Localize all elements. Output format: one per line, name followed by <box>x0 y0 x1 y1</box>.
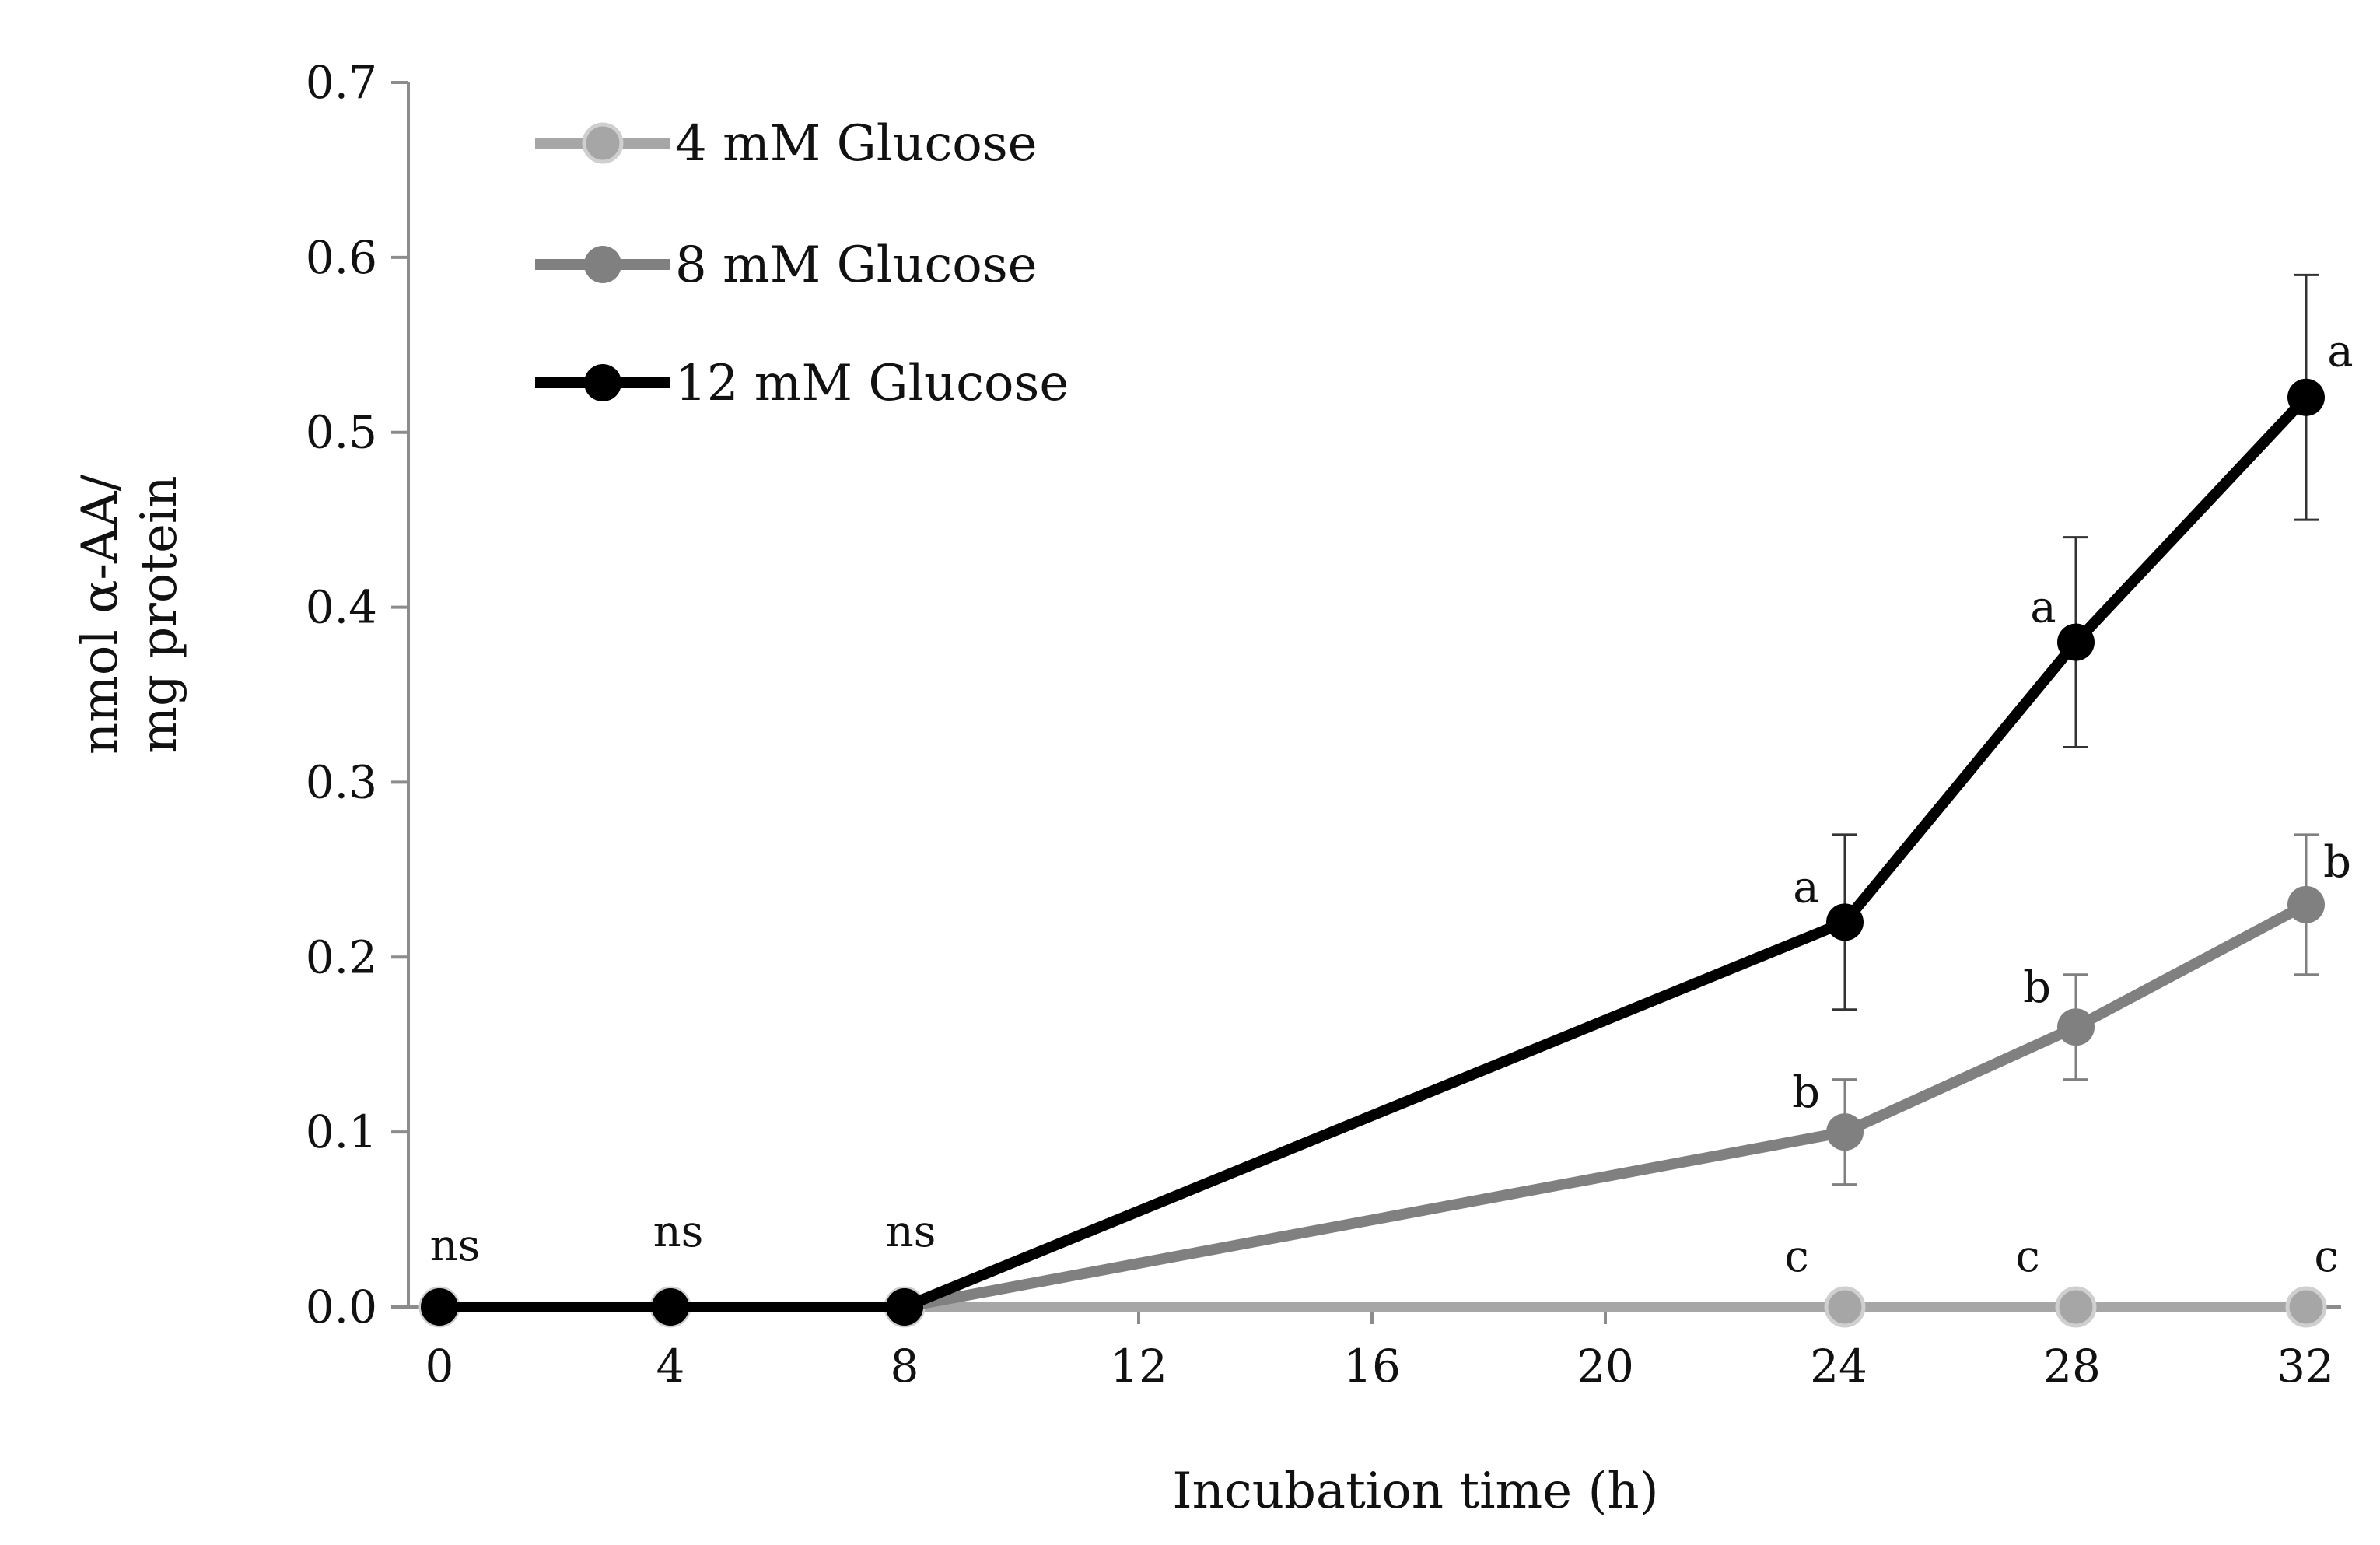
significance-label: ns <box>430 1221 481 1271</box>
series-layer: c c c b b b ns ns ns a a a <box>418 273 2354 1328</box>
legend-marker <box>584 364 621 401</box>
x-tick-label: 8 <box>891 1340 919 1393</box>
data-point <box>652 1288 689 1326</box>
legend-label: 4 mM Glucose <box>675 115 1038 173</box>
x-tick-label: 28 <box>2043 1340 2101 1393</box>
data-point <box>2057 623 2095 661</box>
data-point <box>1824 1286 1866 1328</box>
legend-item-2: 8 mM Glucose <box>535 236 1038 294</box>
data-point <box>2285 1286 2327 1328</box>
x-tick-label: 0 <box>425 1340 454 1393</box>
significance-label: ns <box>886 1207 936 1257</box>
y-tick-label: 0.4 <box>306 581 377 634</box>
significance-label: a <box>2030 583 2056 633</box>
significance-label: b <box>1792 1067 1820 1118</box>
legend-label: 12 mM Glucose <box>675 355 1069 412</box>
y-axis-title-line1: nmol α-AA/ <box>72 475 129 755</box>
significance-label: c <box>1784 1231 1808 1282</box>
significance-label: a <box>1793 862 1818 913</box>
significance-label: a <box>2327 327 2353 377</box>
data-point <box>2287 378 2325 416</box>
series-line <box>439 393 2311 1312</box>
y-tick-label: 0.2 <box>306 930 377 983</box>
data-point <box>2057 1008 2095 1046</box>
significance-label: c <box>2314 1231 2338 1282</box>
significance-label: b <box>2323 837 2351 888</box>
legend-item-1: 4 mM Glucose <box>535 115 1038 173</box>
y-axis-title-line2: mg protein <box>131 475 188 753</box>
x-axis-title: Incubation time (h) <box>1172 1463 1658 1520</box>
x-tick-label: 12 <box>1110 1340 1167 1393</box>
significance-label: b <box>2023 962 2051 1013</box>
y-tick-label: 0.6 <box>306 231 377 284</box>
y-tick-label: 0.1 <box>306 1105 377 1158</box>
legend-marker <box>582 122 624 164</box>
significance-label: ns <box>653 1207 704 1257</box>
y-tick-label: 0.5 <box>306 406 377 459</box>
data-point <box>2055 1286 2097 1328</box>
data-point <box>1826 1113 1864 1151</box>
y-tick-label: 0.0 <box>306 1280 377 1333</box>
axis-titles: Incubation time (h) nmol α-AA/ mg protei… <box>72 475 1659 1520</box>
series-3 <box>421 273 2325 1326</box>
axes: 0.0 0.1 0.2 0.3 0.4 0.5 0.6 0.7 0 4 8 12 16 20 24 28 32 <box>306 56 2341 1393</box>
legend-item-3: 12 mM Glucose <box>535 355 1069 412</box>
significance-label: c <box>2015 1231 2039 1282</box>
x-tick-label: 24 <box>1810 1340 1867 1393</box>
legend-label: 8 mM Glucose <box>675 236 1038 294</box>
x-tick-label: 16 <box>1343 1340 1401 1393</box>
data-point <box>421 1288 458 1326</box>
x-tick-label: 20 <box>1577 1340 1634 1393</box>
legend-marker <box>584 246 621 283</box>
data-point <box>1826 903 1864 941</box>
data-point <box>2287 885 2325 923</box>
data-point <box>886 1288 923 1326</box>
legend: 4 mM Glucose 8 mM Glucose 12 mM Glucose <box>535 115 1069 412</box>
y-tick-label: 0.3 <box>306 755 377 808</box>
y-tick-label: 0.7 <box>306 56 377 109</box>
x-tick-label: 4 <box>656 1340 685 1393</box>
x-tick-label: 32 <box>2277 1340 2334 1393</box>
